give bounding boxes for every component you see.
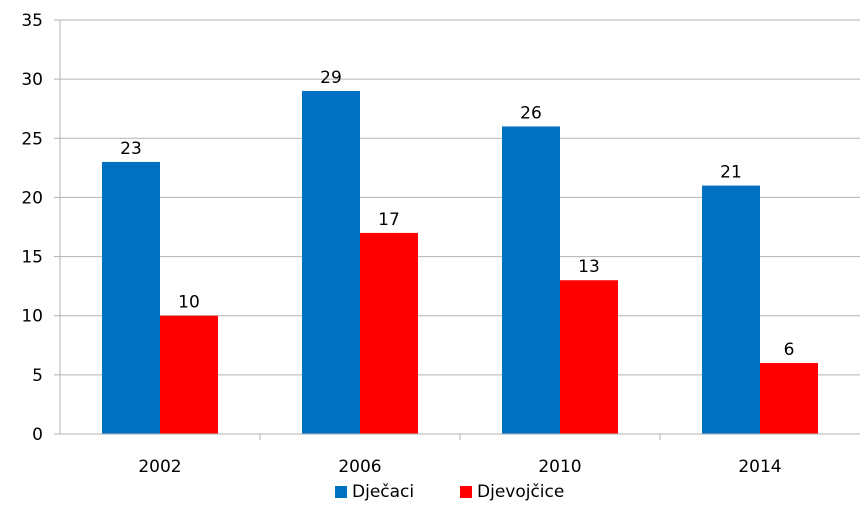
y-tick-label: 35 xyxy=(21,11,43,31)
x-tick-label: 2002 xyxy=(138,457,181,477)
axes: 0 5 10 15 20 25 30 35 2002 2006 2010 2014 xyxy=(21,11,860,477)
data-labels: 23 10 29 17 26 13 21 6 xyxy=(120,68,794,360)
bar-series-1-2010 xyxy=(502,126,560,434)
data-label: 6 xyxy=(784,340,795,360)
data-label: 21 xyxy=(720,163,742,183)
y-tick-label: 5 xyxy=(32,366,43,386)
bar-series-2-2010 xyxy=(560,280,618,434)
legend-swatch-2 xyxy=(460,486,472,498)
y-tick-label: 25 xyxy=(21,129,43,149)
legend: Dječaci Djevojčice xyxy=(335,482,564,502)
x-tick-label: 2010 xyxy=(538,457,581,477)
y-tick-label: 15 xyxy=(21,248,43,268)
y-tick-label: 30 xyxy=(21,70,43,90)
x-tick-label: 2006 xyxy=(338,457,381,477)
bar-series-1-2014 xyxy=(702,185,760,434)
data-label: 17 xyxy=(378,210,400,230)
legend-swatch-1 xyxy=(335,486,347,498)
y-tick-label: 0 xyxy=(32,425,43,445)
bar-series-1-2006 xyxy=(302,90,360,434)
y-tick-label: 10 xyxy=(21,307,43,327)
y-tick-label: 20 xyxy=(21,188,43,208)
bar-series-1-2002 xyxy=(102,161,160,434)
bars xyxy=(102,90,818,434)
data-label: 10 xyxy=(178,293,200,313)
legend-label-2: Djevojčice xyxy=(477,482,564,502)
bar-series-2-2002 xyxy=(160,315,218,434)
bar-series-2-2006 xyxy=(360,232,418,434)
bar-series-2-2014 xyxy=(760,363,818,434)
data-label: 13 xyxy=(578,257,600,277)
x-tick-label: 2014 xyxy=(738,457,781,477)
legend-label-1: Dječaci xyxy=(352,482,414,502)
data-label: 23 xyxy=(120,139,142,159)
data-label: 26 xyxy=(520,103,542,123)
data-label: 29 xyxy=(320,68,342,88)
